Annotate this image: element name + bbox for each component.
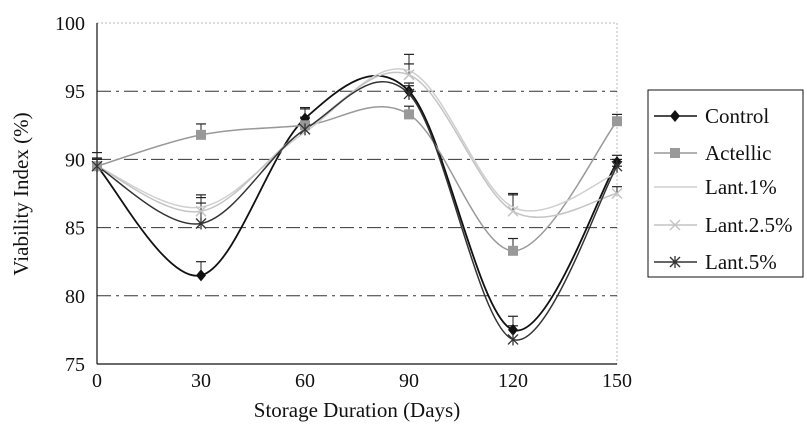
marker-stroke <box>195 205 207 217</box>
y-tick-label: 90 <box>65 149 85 171</box>
error-bar <box>612 186 622 194</box>
x-tick-label: 0 <box>92 370 102 392</box>
legend-label: Lant.5% <box>705 250 777 274</box>
legend-marker <box>669 219 681 231</box>
x-tick-label: 60 <box>295 370 315 392</box>
x-tick-label: 150 <box>602 370 632 392</box>
x-tick-label: 120 <box>498 370 528 392</box>
y-tick-label: 75 <box>65 354 85 376</box>
data-point <box>91 160 103 173</box>
data-point <box>507 333 519 346</box>
series-lines <box>96 68 618 341</box>
series-line-2 <box>96 68 618 212</box>
error-bars <box>92 53 622 340</box>
data-point <box>299 123 311 136</box>
marker-stroke <box>611 187 623 200</box>
y-tick-label: 100 <box>55 13 85 35</box>
legend-label: Lant.1% <box>705 175 777 199</box>
data-point <box>195 205 207 217</box>
data-point <box>196 129 206 140</box>
error-bar <box>508 194 518 212</box>
y-tick-label: 80 <box>65 286 85 308</box>
y-axis-ticks: 75 80 85 90 95 100 <box>55 13 85 376</box>
data-point <box>195 217 207 230</box>
data-point <box>507 205 519 217</box>
legend-marker <box>670 110 680 122</box>
legend-marker <box>670 148 680 158</box>
x-tick-label: 30 <box>191 370 211 392</box>
error-bar <box>404 63 414 75</box>
x-axis-ticks: 0 30 60 90 120 150 <box>92 370 632 392</box>
x-tick-label: 90 <box>399 370 419 392</box>
legend-label: Control <box>705 104 769 128</box>
data-point <box>611 187 623 200</box>
data-point <box>403 87 415 100</box>
data-point <box>196 269 206 282</box>
legend-marker <box>669 256 681 268</box>
y-tick-label: 85 <box>65 218 85 240</box>
marker-stroke <box>669 219 681 231</box>
series-line-1 <box>96 106 618 252</box>
series-line-0 <box>96 74 618 332</box>
data-point <box>508 323 518 336</box>
x-axis-title: Storage Duration (Days) <box>254 398 460 422</box>
y-axis-title: Viability Index (%) <box>9 112 33 275</box>
legend-box <box>647 89 804 278</box>
data-point <box>612 116 622 127</box>
series-line-3 <box>96 71 618 218</box>
legend-label: Actellic <box>705 141 771 165</box>
legend-label: Lant.2.5% <box>705 213 792 237</box>
data-point <box>611 160 623 173</box>
plot-area-border <box>96 22 618 365</box>
data-point <box>508 245 518 256</box>
gridlines <box>96 23 617 365</box>
marker-stroke <box>403 69 415 81</box>
marker-stroke <box>507 205 519 217</box>
legend: Control Actellic Lant.1% Lant.2.5% Lant.5% <box>647 89 804 278</box>
y-tick-label: 95 <box>65 81 85 103</box>
series-markers <box>91 69 623 346</box>
data-point <box>404 109 414 120</box>
data-point <box>403 69 415 81</box>
